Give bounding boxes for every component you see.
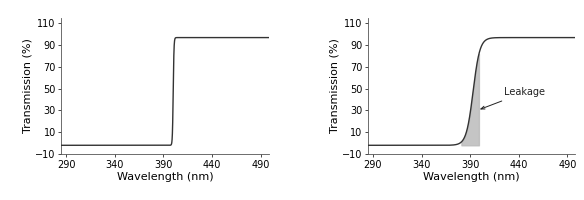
Y-axis label: Transmission (%): Transmission (%) <box>23 39 33 133</box>
X-axis label: Wavelength (nm): Wavelength (nm) <box>117 172 213 182</box>
X-axis label: Wavelength (nm): Wavelength (nm) <box>423 172 520 182</box>
Text: Leakage: Leakage <box>481 87 545 109</box>
Y-axis label: Transmission (%): Transmission (%) <box>329 39 339 133</box>
